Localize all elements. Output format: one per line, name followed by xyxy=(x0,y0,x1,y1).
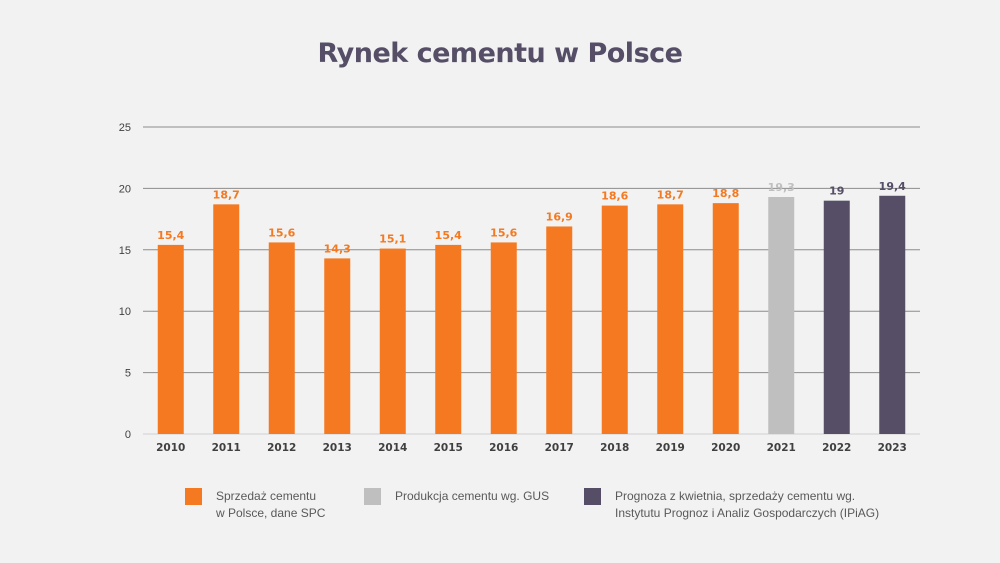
data-label-2021: 19,3 xyxy=(768,181,795,194)
x-tick-label: 2019 xyxy=(656,442,685,454)
data-label-2015: 15,4 xyxy=(435,229,462,242)
x-tick-label: 2023 xyxy=(878,442,907,454)
y-tick-label: 10 xyxy=(119,306,131,318)
x-tick-label: 2017 xyxy=(545,442,574,454)
data-label-2014: 15,1 xyxy=(379,233,406,246)
legend-item-forecast: Prognoza z kwietnia, sprzedaży cementu w… xyxy=(584,488,879,522)
data-labels: 15,4 18,7 15,6 14,3 15,1 15,4 15,6 16,9 18,6 18,7… xyxy=(157,180,906,256)
bar-2010 xyxy=(157,244,184,434)
data-label-2020: 18,8 xyxy=(712,187,739,200)
y-tick-label: 25 xyxy=(119,122,131,134)
x-tick-label: 2013 xyxy=(323,442,352,454)
data-label-2016: 15,6 xyxy=(490,226,517,239)
chart-title: Rynek cementu w Polsce xyxy=(317,38,683,69)
data-label-2023: 19,4 xyxy=(879,180,906,193)
gridlines xyxy=(143,126,920,435)
bar-2012 xyxy=(268,242,295,434)
bar-2013 xyxy=(324,258,351,434)
legend-swatch-production xyxy=(364,488,381,505)
legend-label-forecast: Prognoza z kwietnia, sprzedaży cementu w… xyxy=(615,489,880,520)
x-tick-label: 2015 xyxy=(434,442,463,454)
legend-item-sales: Sprzedaż cementu w Polsce, dane SPC xyxy=(185,488,325,522)
data-label-2017: 16,9 xyxy=(546,210,573,223)
x-tick-label: 2020 xyxy=(711,442,740,454)
bar-2016 xyxy=(490,242,517,434)
x-tick-label: 2021 xyxy=(767,442,796,454)
x-tick-label: 2010 xyxy=(156,442,185,454)
legend-label-production: Produkcja cementu wg. GUS xyxy=(395,489,550,503)
legend-item-production: Produkcja cementu wg. GUS xyxy=(364,488,549,505)
bar-2011 xyxy=(213,204,240,434)
data-label-2010: 15,4 xyxy=(157,229,184,242)
data-label-2013: 14,3 xyxy=(324,242,351,255)
bar-2022 xyxy=(823,200,850,434)
bar-2019 xyxy=(657,204,684,434)
legend-label-sales: Sprzedaż cementu w Polsce, dane SPC xyxy=(216,489,326,520)
bar-2021 xyxy=(768,196,795,434)
y-tick-label: 5 xyxy=(125,368,131,380)
bar-2018 xyxy=(601,205,628,434)
data-label-2022: 19 xyxy=(829,185,844,198)
x-tick-label: 2022 xyxy=(822,442,851,454)
data-label-2012: 15,6 xyxy=(268,226,295,239)
x-axis-ticks: 2010 2011 2012 2013 2014 2015 2016 2017 2018 2019… xyxy=(156,442,907,454)
legend-swatch-forecast xyxy=(584,488,601,505)
x-tick-label: 2012 xyxy=(267,442,296,454)
bar-2015 xyxy=(435,244,462,434)
y-tick-label: 20 xyxy=(119,183,131,195)
y-tick-label: 15 xyxy=(119,245,131,257)
bar-2017 xyxy=(546,226,573,434)
bars xyxy=(157,195,906,434)
bar-2014 xyxy=(379,248,406,434)
x-tick-label: 2018 xyxy=(600,442,629,454)
bar-2020 xyxy=(712,203,739,434)
data-label-2011: 18,7 xyxy=(213,188,240,201)
legend-swatch-sales xyxy=(185,488,202,505)
y-tick-label: 0 xyxy=(125,429,131,441)
x-tick-label: 2011 xyxy=(212,442,241,454)
x-tick-label: 2016 xyxy=(489,442,518,454)
y-axis-ticks: 0 5 10 15 20 25 xyxy=(119,122,131,441)
data-label-2019: 18,7 xyxy=(657,188,684,201)
bar-2023 xyxy=(879,195,906,434)
x-tick-label: 2014 xyxy=(378,442,407,454)
data-label-2018: 18,6 xyxy=(601,190,628,203)
